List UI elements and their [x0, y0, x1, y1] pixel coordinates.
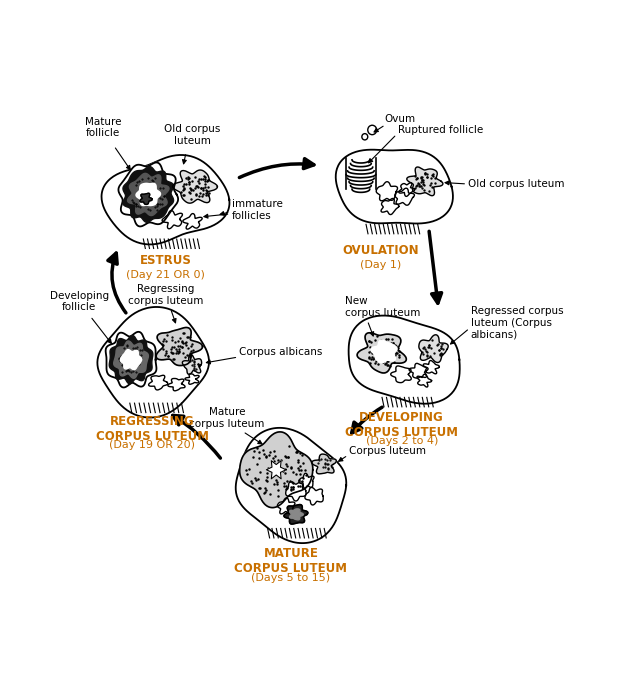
- Text: Old corpus luteum: Old corpus luteum: [468, 179, 565, 189]
- Text: Corpus luteum: Corpus luteum: [349, 447, 426, 456]
- Polygon shape: [183, 214, 202, 229]
- Text: (Day 21 OR 0): (Day 21 OR 0): [126, 270, 205, 281]
- Text: (Days 2 to 4): (Days 2 to 4): [366, 437, 438, 446]
- Text: MATURE
CORPUS LUTEUM: MATURE CORPUS LUTEUM: [234, 548, 347, 575]
- Text: Ruptured follicle: Ruptured follicle: [398, 125, 483, 135]
- Polygon shape: [102, 155, 229, 244]
- Polygon shape: [156, 328, 203, 366]
- Polygon shape: [109, 336, 153, 384]
- Polygon shape: [336, 150, 453, 223]
- Polygon shape: [381, 198, 399, 215]
- Polygon shape: [182, 355, 201, 375]
- Polygon shape: [149, 375, 168, 390]
- Polygon shape: [162, 210, 182, 229]
- Polygon shape: [376, 182, 398, 201]
- Polygon shape: [286, 482, 306, 501]
- Polygon shape: [399, 183, 415, 196]
- Polygon shape: [299, 473, 314, 489]
- Text: (Days 5 to 15): (Days 5 to 15): [251, 573, 331, 582]
- Polygon shape: [409, 364, 428, 378]
- Polygon shape: [168, 379, 185, 391]
- Polygon shape: [290, 509, 304, 520]
- Text: Old corpus
luteum: Old corpus luteum: [164, 124, 221, 146]
- Polygon shape: [119, 163, 178, 226]
- Polygon shape: [349, 315, 460, 404]
- Polygon shape: [173, 170, 217, 203]
- Polygon shape: [407, 167, 443, 195]
- Polygon shape: [123, 167, 173, 222]
- Polygon shape: [136, 183, 161, 206]
- Text: Regressing
corpus luteum: Regressing corpus luteum: [128, 284, 203, 306]
- Polygon shape: [140, 193, 152, 204]
- Polygon shape: [114, 341, 149, 379]
- Polygon shape: [417, 375, 432, 387]
- Text: ESTRUS: ESTRUS: [140, 254, 191, 267]
- Polygon shape: [312, 454, 337, 474]
- Polygon shape: [284, 505, 308, 524]
- Polygon shape: [236, 428, 346, 543]
- Polygon shape: [395, 188, 415, 205]
- Text: Mature
follicle: Mature follicle: [84, 116, 121, 138]
- Text: New
corpus luteum: New corpus luteum: [345, 296, 420, 317]
- Text: Developing
follicle: Developing follicle: [50, 291, 109, 313]
- Text: OVULATION: OVULATION: [342, 244, 419, 257]
- Text: Ovum: Ovum: [385, 114, 416, 124]
- Polygon shape: [424, 360, 439, 374]
- Polygon shape: [128, 174, 169, 216]
- Text: immature
follicles: immature follicles: [232, 200, 283, 221]
- Polygon shape: [121, 349, 142, 370]
- Polygon shape: [97, 307, 209, 417]
- Text: Corpus albicans: Corpus albicans: [239, 347, 323, 357]
- Polygon shape: [357, 333, 406, 373]
- Text: Mature
corpus luteum: Mature corpus luteum: [189, 407, 265, 429]
- Polygon shape: [239, 432, 313, 507]
- Text: Regressed corpus
luteum (Corpus
albicans): Regressed corpus luteum (Corpus albicans…: [471, 306, 563, 340]
- Polygon shape: [185, 374, 199, 384]
- Text: (Day 19 OR 20): (Day 19 OR 20): [109, 440, 195, 450]
- Polygon shape: [105, 332, 156, 387]
- Polygon shape: [391, 366, 411, 383]
- Text: REGRESSING
CORPUS LUTEUM: REGRESSING CORPUS LUTEUM: [96, 415, 209, 443]
- Text: (Day 1): (Day 1): [360, 260, 401, 270]
- Polygon shape: [277, 498, 295, 514]
- Text: DEVELOPING
CORPUS LUTEUM: DEVELOPING CORPUS LUTEUM: [345, 411, 458, 439]
- Polygon shape: [267, 460, 286, 479]
- Polygon shape: [371, 340, 397, 363]
- Polygon shape: [419, 335, 448, 362]
- Polygon shape: [305, 488, 323, 505]
